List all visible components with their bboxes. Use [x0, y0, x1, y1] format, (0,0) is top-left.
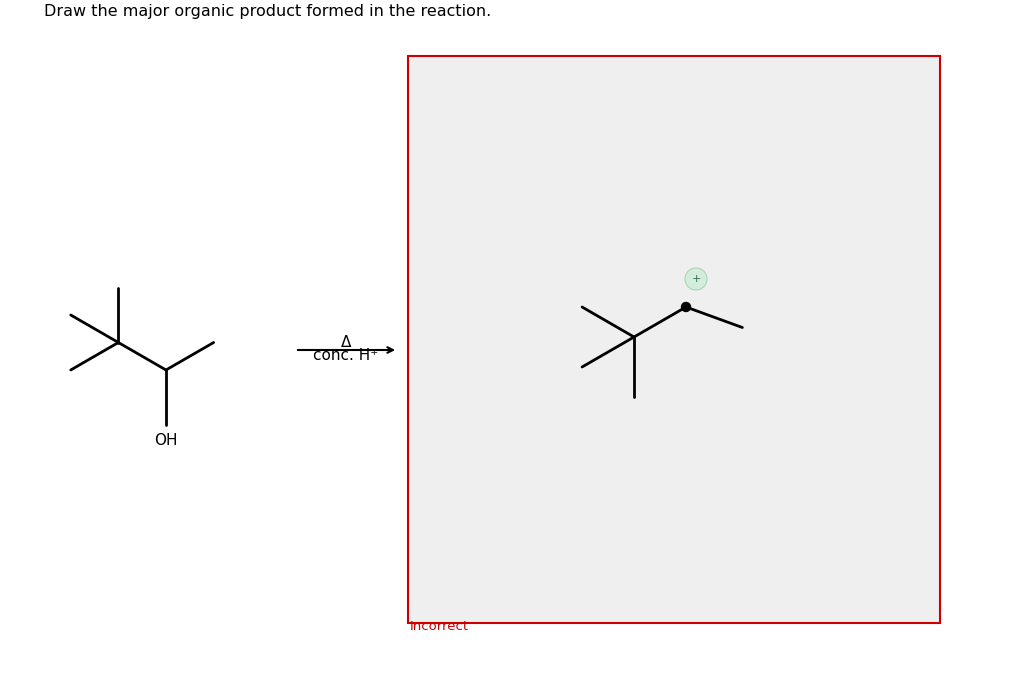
Text: Incorrect: Incorrect — [410, 620, 469, 633]
Text: OH: OH — [154, 433, 178, 448]
Circle shape — [685, 268, 707, 290]
Text: Draw the major organic product formed in the reaction.: Draw the major organic product formed in… — [44, 4, 491, 19]
Bar — [408, 56, 940, 623]
Text: +: + — [691, 274, 700, 284]
Text: conc. H⁺: conc. H⁺ — [313, 348, 379, 363]
Text: Δ: Δ — [341, 335, 351, 350]
Circle shape — [681, 303, 690, 312]
